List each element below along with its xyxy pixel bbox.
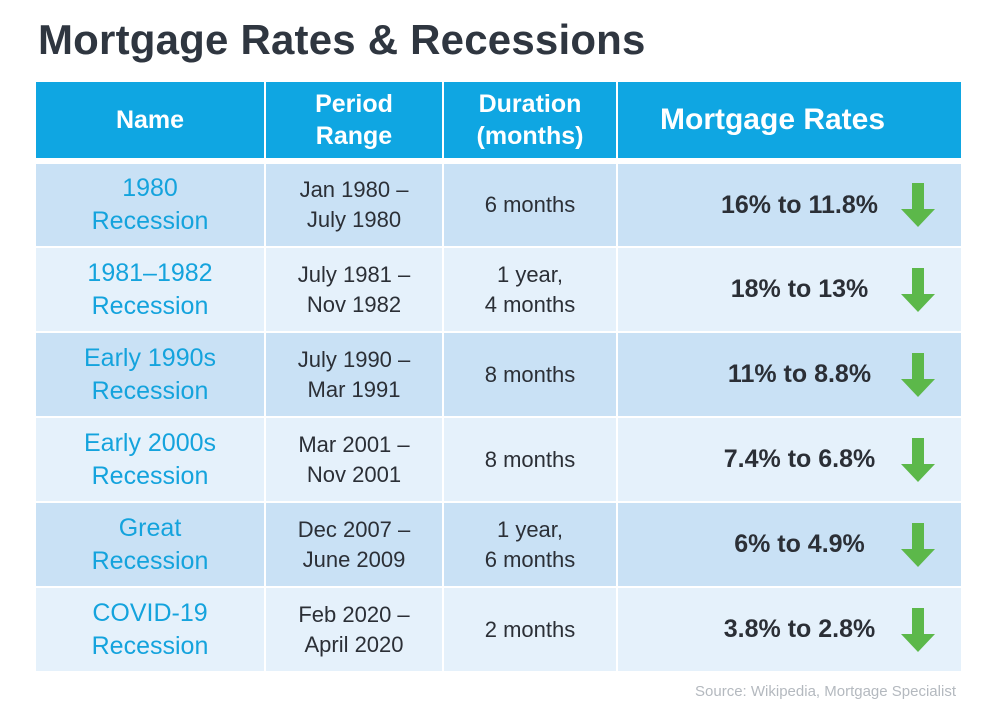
mortgage-rate-change: 16% to 11.8% [720,190,879,219]
down-arrow-icon [901,607,935,652]
recession-name: 1980 Recession [36,158,266,248]
period-range: July 1990 – Mar 1991 [265,332,444,418]
down-arrow-icon [901,522,935,567]
mortgage-rate-cell: 6% to 4.9% [617,502,961,588]
period-range: July 1981 – Nov 1982 [265,247,444,333]
duration: 8 months [443,417,618,503]
mortgage-rate-change: 7.4% to 6.8% [723,445,876,473]
duration: 1 year, 4 months [443,247,618,333]
duration: 8 months [443,332,618,418]
mortgage-rate-cell: 7.4% to 6.8% [617,417,961,503]
header-period-range: Period Range [265,82,444,161]
mortgage-rate-change: 6% to 4.9% [734,530,865,558]
mortgage-rate-cell: 3.8% to 2.8% [617,587,961,673]
mortgage-rate-cell: 16% to 11.8% [617,158,961,248]
period-range: Jan 1980 – July 1980 [265,158,444,248]
down-arrow-icon [901,183,935,227]
down-arrow-icon [901,267,935,312]
duration: 1 year, 6 months [443,502,618,588]
header-name: Name [36,82,266,161]
mortgage-rate-cell: 11% to 8.8% [617,332,961,418]
header-duration: Duration (months) [443,82,618,161]
page-title: Mortgage Rates & Recessions [38,16,646,63]
recession-name: 1981–1982 Recession [36,247,266,333]
recession-name: Early 1990s Recession [36,332,266,418]
recession-rates-table: Name Period Range Duration (months) Mort… [36,82,961,673]
recession-name: Early 2000s Recession [36,417,266,503]
mortgage-rate-change: 18% to 13% [730,275,869,303]
recession-name: COVID-19 Recession [36,587,266,673]
table-header-row: Name Period Range Duration (months) Mort… [36,82,961,161]
table-row: Early 2000s Recession Mar 2001 – Nov 2001… [36,417,961,503]
table-row: 1980 Recession Jan 1980 – July 1980 6 mont… [36,158,961,248]
source-note: Source: Wikipedia, Mortgage Specialist [695,683,956,700]
mortgage-rate-cell: 18% to 13% [617,247,961,333]
duration: 2 months [443,587,618,673]
duration: 6 months [443,158,618,248]
period-range: Mar 2001 – Nov 2001 [265,417,444,503]
period-range: Dec 2007 – June 2009 [265,502,444,588]
table-row: Early 1990s Recession July 1990 – Mar 199… [36,332,961,418]
table-body: 1980 Recession Jan 1980 – July 1980 6 mont… [36,158,961,673]
period-range: Feb 2020 – April 2020 [265,587,444,673]
header-mortgage-rates: Mortgage Rates [617,82,961,161]
down-arrow-icon [901,352,935,397]
table-row: 1981–1982 Recession July 1981 – Nov 1982 1… [36,247,961,333]
table-row: COVID-19 Recession Feb 2020 – April 2020 2… [36,587,961,673]
mortgage-rate-change: 3.8% to 2.8% [723,615,876,643]
down-arrow-icon [901,437,935,482]
recession-name: Great Recession [36,502,266,588]
table-row: Great Recession Dec 2007 – June 2009 1 yea… [36,502,961,588]
mortgage-rate-change: 11% to 8.8% [727,360,872,388]
